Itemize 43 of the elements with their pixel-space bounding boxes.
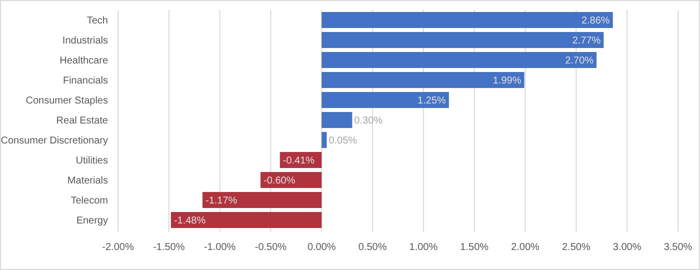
x-tick-label: 1.50% <box>460 242 489 253</box>
y-tick-label: Energy <box>76 216 108 226</box>
x-tick-label: -1.00% <box>204 242 236 253</box>
data-label: -1.17% <box>206 196 238 206</box>
x-tick-label: 1.00% <box>409 242 438 253</box>
bar <box>322 92 449 108</box>
y-tick-label: Materials <box>67 176 108 186</box>
y-tick-label: Industrials <box>62 36 108 46</box>
data-label: 1.25% <box>418 96 446 106</box>
data-label: 2.86% <box>581 16 610 26</box>
bar <box>322 72 524 88</box>
y-tick-label: Financials <box>62 76 108 86</box>
data-label: 0.30% <box>354 116 383 126</box>
data-label: -0.60% <box>264 176 296 186</box>
data-label: 2.70% <box>565 56 594 66</box>
y-tick-label: Real Estate <box>56 116 108 126</box>
x-tick-label: -2.00% <box>102 242 134 253</box>
y-tick-label: Healthcare <box>60 56 108 66</box>
bar <box>322 52 597 68</box>
data-label: 2.77% <box>572 36 601 46</box>
data-label: -1.48% <box>174 216 206 226</box>
data-label: 1.99% <box>492 76 522 86</box>
y-tick-label: Tech <box>86 16 108 26</box>
bar <box>202 192 322 208</box>
x-tick-label: 3.50% <box>664 242 692 253</box>
y-tick-label: Telecom <box>70 196 108 206</box>
x-tick-label: -0.50% <box>254 242 287 253</box>
x-tick-label: 3.00% <box>612 242 642 253</box>
x-tick-label: 2.50% <box>562 242 590 253</box>
bar <box>322 132 327 148</box>
x-tick-label: 0.00% <box>307 242 336 253</box>
x-tick-label: -1.50% <box>153 242 185 253</box>
y-tick-label: Utilities <box>76 156 108 166</box>
data-label: -0.41% <box>282 156 315 166</box>
x-tick-label: 0.50% <box>358 242 387 253</box>
bar <box>322 12 613 28</box>
bar <box>170 212 322 228</box>
bar <box>322 112 352 128</box>
data-label: 0.05% <box>328 136 358 146</box>
bar <box>322 32 604 48</box>
x-tick-label: 2.00% <box>511 242 540 253</box>
y-tick-label: Consumer Discretionary <box>0 136 108 146</box>
y-tick-label: Consumer Staples <box>26 96 108 106</box>
